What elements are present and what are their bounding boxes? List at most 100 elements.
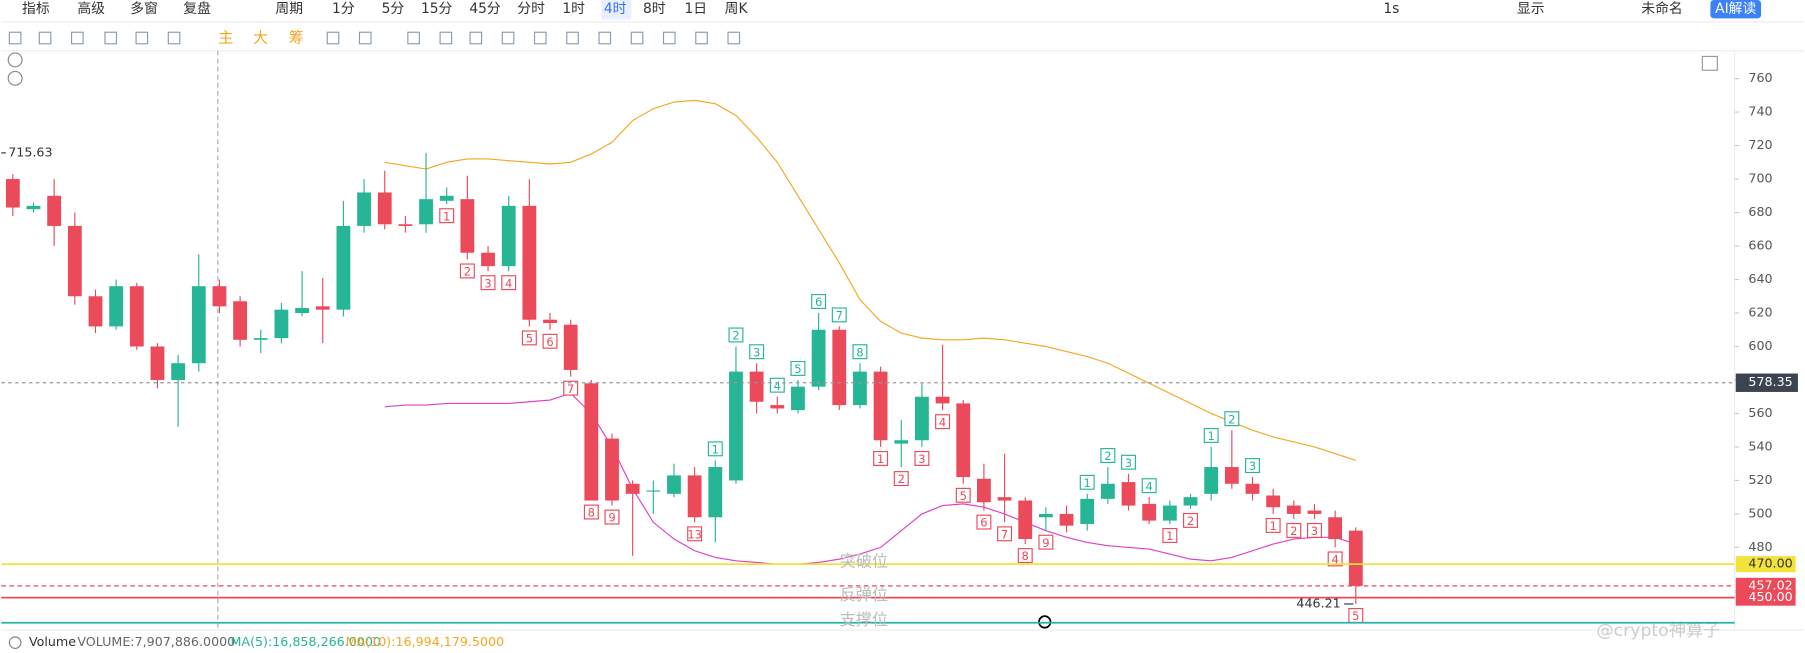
- td-label: 3: [484, 276, 491, 290]
- volume-name: Volume: [29, 634, 76, 649]
- td-box: [480, 275, 496, 291]
- tool-icon[interactable]: [358, 31, 372, 45]
- td-box: [1017, 548, 1033, 564]
- toolbar-button[interactable]: 1s: [1383, 1, 1399, 17]
- td-box: [1079, 474, 1095, 490]
- volume-icon[interactable]: [8, 636, 22, 649]
- expand-icon[interactable]: [7, 70, 23, 86]
- upper_band: [384, 99, 1356, 461]
- td-label: 2: [1104, 449, 1111, 463]
- td-box: [769, 377, 785, 393]
- tool-icon[interactable]: [104, 31, 118, 45]
- candle-body: [1080, 498, 1095, 524]
- candle-body: [315, 306, 330, 310]
- tool-icon[interactable]: [533, 31, 547, 45]
- td-label: 7: [836, 309, 843, 323]
- toolbar-button[interactable]: 复盘: [183, 0, 211, 17]
- drawing-tool[interactable]: 筹: [289, 29, 304, 47]
- td-label: 4: [1331, 553, 1338, 567]
- td-box: [1245, 458, 1260, 474]
- td-box: [935, 414, 951, 430]
- td-label: 5: [960, 489, 967, 503]
- tool-icon[interactable]: [8, 31, 22, 45]
- candle-body: [377, 192, 392, 225]
- candle-body: [729, 371, 743, 481]
- td-label: 2: [1228, 412, 1235, 426]
- toolbar-button[interactable]: 显示: [1517, 1, 1545, 17]
- candle-body: [915, 396, 929, 441]
- period-button[interactable]: 15分: [421, 1, 453, 17]
- candle-body: [646, 490, 661, 492]
- period-button[interactable]: 4时: [604, 1, 627, 17]
- candle-body: [853, 371, 867, 406]
- period-button[interactable]: 8时: [643, 1, 666, 17]
- tool-icon[interactable]: [167, 31, 181, 45]
- td-box: [521, 330, 537, 346]
- td-label: 3: [1249, 459, 1256, 473]
- candle-body: [894, 440, 909, 444]
- period-button[interactable]: 分时: [517, 1, 545, 17]
- tool-icon[interactable]: [38, 31, 52, 45]
- candle-body: [357, 192, 371, 226]
- candle-body: [687, 475, 702, 518]
- tool-icon[interactable]: [695, 31, 708, 45]
- td-label: 3: [1125, 456, 1132, 470]
- candle-body: [1204, 467, 1219, 494]
- td-box: [707, 441, 723, 457]
- candle-body: [150, 346, 165, 380]
- tool-icon[interactable]: [630, 31, 644, 45]
- toolbar-button[interactable]: 高级: [77, 0, 105, 17]
- period-button[interactable]: 1日: [684, 1, 707, 17]
- volume-ma10: MA(10):16,994,179.5000: [346, 634, 505, 649]
- tool-icon[interactable]: [407, 31, 420, 45]
- td-label: 2: [1187, 514, 1194, 528]
- tool-icon[interactable]: [501, 31, 515, 45]
- td-label: 2: [732, 329, 739, 343]
- fullscreen-icon[interactable]: [1701, 55, 1718, 71]
- tool-icon[interactable]: [662, 31, 676, 45]
- td-label: 1: [877, 452, 884, 466]
- tool-icon[interactable]: [566, 31, 579, 45]
- ai-button[interactable]: [1710, 0, 1762, 19]
- tool-icon[interactable]: [469, 31, 483, 45]
- y-tick-label: 600: [1748, 338, 1772, 353]
- toolbar-button[interactable]: 指标: [22, 1, 50, 17]
- td-box: [1203, 427, 1219, 443]
- period-button[interactable]: 45分: [469, 1, 501, 17]
- td-box: [604, 509, 620, 525]
- td-label: 6: [815, 295, 822, 309]
- toolbar-button[interactable]: 未命名: [1641, 0, 1682, 17]
- tool-icon[interactable]: [326, 31, 340, 45]
- candle-body: [749, 371, 764, 402]
- period-button[interactable]: 5分: [382, 1, 405, 17]
- drawing-tool[interactable]: 大: [253, 29, 268, 47]
- period-button[interactable]: 1时: [562, 1, 585, 17]
- drawing-tool[interactable]: 主: [218, 29, 233, 47]
- td-label: 1: [1084, 476, 1091, 490]
- tool-icon[interactable]: [727, 31, 741, 45]
- td-box: [687, 526, 703, 542]
- expand-icon[interactable]: [7, 52, 23, 68]
- td-label: 2: [1290, 524, 1297, 538]
- td-box: [439, 208, 455, 224]
- ai-button-label[interactable]: AI解读: [1715, 1, 1756, 17]
- y-tick-label: 640: [1748, 271, 1772, 286]
- candle-body: [419, 199, 433, 225]
- td-box: [811, 294, 827, 309]
- period-label[interactable]: 周期: [275, 1, 303, 17]
- period-button[interactable]: 周K: [725, 1, 749, 17]
- toolbar-button[interactable]: 多窗: [130, 0, 158, 17]
- tool-icon[interactable]: [70, 31, 84, 45]
- td-box: [1141, 478, 1157, 494]
- candle-body: [233, 301, 248, 340]
- y-tick-label: 520: [1748, 472, 1772, 487]
- candle-body: [109, 286, 124, 327]
- candle-body: [295, 307, 309, 314]
- tool-icon[interactable]: [439, 31, 453, 45]
- td-box: [583, 504, 599, 520]
- period-button[interactable]: 1分: [332, 1, 355, 17]
- tool-icon[interactable]: [135, 31, 149, 45]
- tool-icon[interactable]: [598, 31, 612, 45]
- td-label: 7: [1001, 527, 1008, 541]
